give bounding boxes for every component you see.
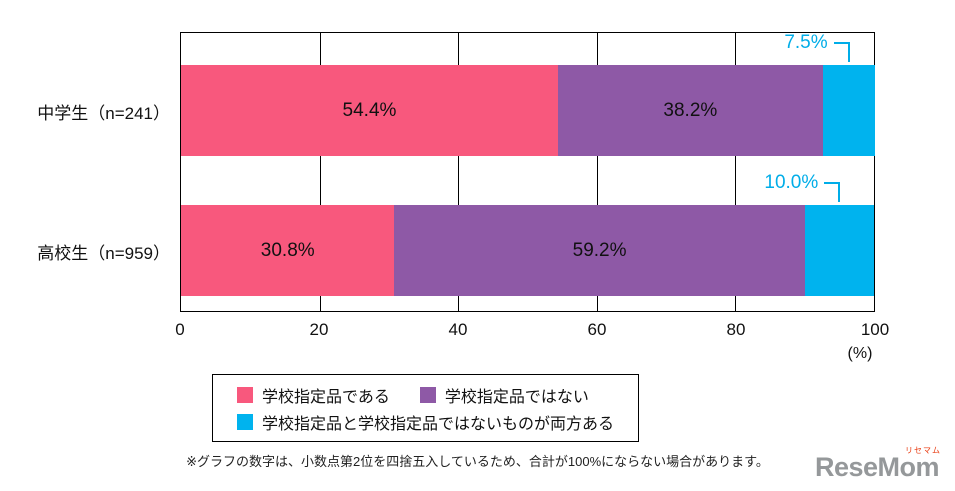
- legend-row: 学校指定品である 学校指定品ではない: [237, 381, 614, 408]
- bar-row: 54.4% 38.2%: [181, 65, 875, 156]
- legend-swatch-purple: [419, 386, 436, 403]
- legend-swatch-pink: [237, 386, 253, 403]
- legend-row: 学校指定品と学校指定品ではないものが両方ある: [237, 408, 614, 435]
- x-tick-label: 60: [587, 320, 607, 339]
- legend-item-not-school-designated: 学校指定品ではない: [419, 383, 589, 407]
- legend-item-both: 学校指定品と学校指定品ではないものが両方ある: [237, 410, 614, 434]
- bar-segment-pink: 54.4%: [181, 65, 558, 156]
- legend-label: 学校指定品である: [262, 388, 390, 406]
- callout-line: [824, 182, 841, 202]
- segment-value-label: 38.2%: [663, 99, 718, 121]
- logo-text: ReseMom: [814, 452, 940, 482]
- plot-area: 54.4% 38.2% 30.8% 59.2%: [180, 32, 875, 312]
- callout-line: [833, 42, 850, 62]
- footnote: ※グラフの数字は、小数点第2位を四捨五入しているため、合計が100%にならない場…: [186, 454, 769, 469]
- bar-row: 30.8% 59.2%: [181, 205, 874, 296]
- category-label: 中学生（n=241）: [37, 103, 170, 123]
- bar-segment-purple: 59.2%: [394, 205, 805, 296]
- legend-label: 学校指定品と学校指定品ではないものが両方ある: [262, 415, 615, 433]
- legend-swatch-cyan: [237, 413, 253, 430]
- x-tick-label: 100: [860, 320, 890, 339]
- category-label: 高校生（n=959）: [37, 243, 170, 263]
- legend-item-school-designated: 学校指定品である: [237, 383, 390, 407]
- segment-value-label: 54.4%: [342, 99, 397, 121]
- segment-value-label: 59.2%: [572, 239, 627, 261]
- bar-segment-cyan: [804, 205, 874, 296]
- bar-segment-cyan: [822, 65, 875, 156]
- gridline: [319, 33, 321, 311]
- callout-value-label: 10.0%: [764, 172, 819, 193]
- x-tick-label: 0: [175, 320, 185, 339]
- x-tick-label: 20: [309, 320, 329, 339]
- x-tick-label: 80: [726, 320, 746, 339]
- callout-value-label: 7.5%: [784, 32, 828, 53]
- logo-ruby-text: リセマム: [905, 446, 941, 455]
- bar-segment-pink: 30.8%: [181, 205, 395, 296]
- gridline: [735, 33, 737, 311]
- legend-label: 学校指定品ではない: [444, 388, 589, 406]
- gridline: [596, 33, 598, 311]
- bar-segment-purple: 38.2%: [557, 65, 823, 156]
- axis-unit-label: (%): [847, 345, 873, 362]
- legend: 学校指定品である 学校指定品ではない 学校指定品と学校指定品ではないものが両方あ…: [212, 374, 640, 442]
- segment-value-label: 30.8%: [260, 239, 315, 261]
- x-tick-label: 40: [448, 320, 468, 339]
- resemom-logo: ReseMom リセマム: [814, 446, 940, 483]
- gridline: [458, 33, 460, 311]
